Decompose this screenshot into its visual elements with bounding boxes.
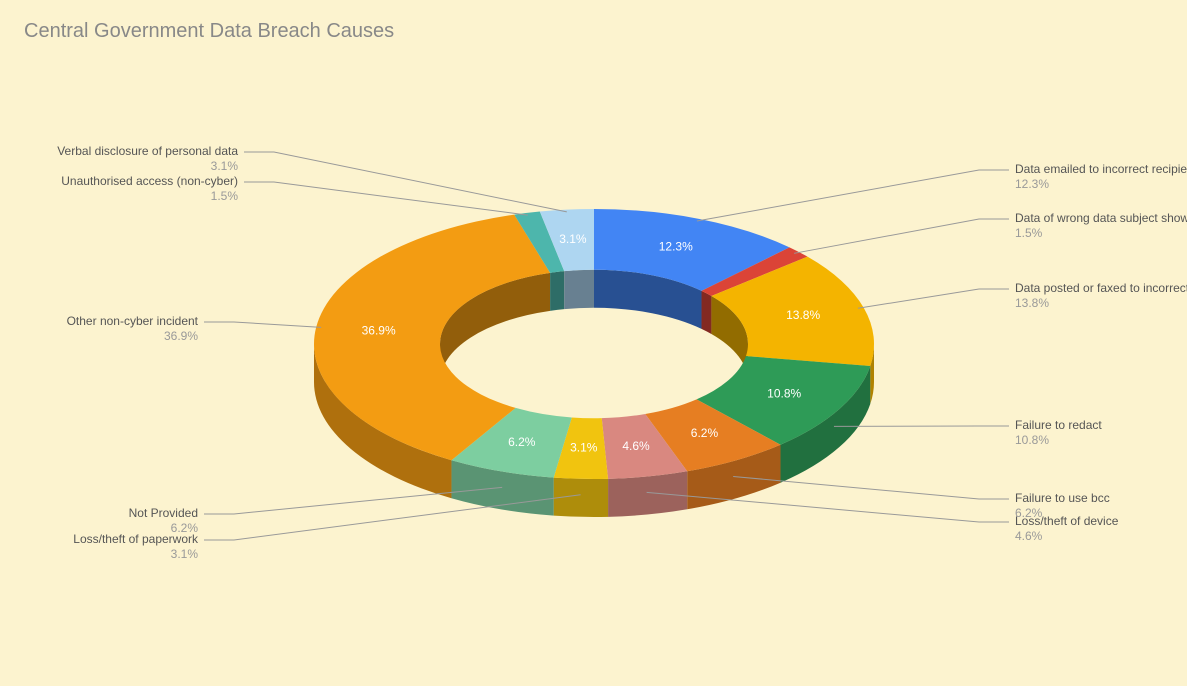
label-name: Unauthorised access (non-cyber) [61, 174, 238, 189]
slice-pct-label: 6.2% [690, 426, 718, 440]
label-pct: 3.1% [57, 159, 238, 174]
label-name: Verbal disclosure of personal data [57, 144, 238, 159]
external-label: Data emailed to incorrect recipient12.3% [1015, 162, 1187, 192]
label-name: Data of wrong data subject shown in clie… [1015, 211, 1187, 226]
slice-pct-label: 4.6% [622, 438, 650, 452]
slice-pct-label: 6.2% [508, 434, 536, 448]
external-label: Data posted or faxed to incorrect recipi… [1015, 281, 1187, 311]
label-name: Failure to redact [1015, 418, 1102, 433]
slice-pct-label: 12.3% [658, 239, 692, 253]
external-label: Other non-cyber incident36.9% [67, 314, 198, 344]
label-name: Other non-cyber incident [67, 314, 198, 329]
donut-chart: 12.3% 13.8% 10.8% 6.2% 4.6% 3.1% 6.2% 36.9% 3.1% [144, 84, 1044, 644]
slice-pct-label: 36.9% [361, 323, 395, 337]
slice-pct-label: 3.1% [559, 232, 587, 246]
external-label: Loss/theft of paperwork3.1% [73, 532, 198, 562]
slice-pct-label: 10.8% [767, 386, 801, 400]
label-pct: 6.2% [129, 521, 198, 536]
slice-pct-label: 3.1% [570, 440, 598, 454]
label-pct: 4.6% [1015, 529, 1118, 544]
label-name: Data posted or faxed to incorrect recipi… [1015, 281, 1187, 296]
external-label: Unauthorised access (non-cyber)1.5% [61, 174, 238, 204]
label-pct: 10.8% [1015, 433, 1102, 448]
external-label: Not Provided6.2% [129, 506, 198, 536]
donut-inner-side [564, 269, 594, 308]
label-pct: 1.5% [61, 189, 238, 204]
donut-inner-side [550, 271, 564, 311]
external-label: Verbal disclosure of personal data3.1% [57, 144, 238, 174]
donut-side [553, 477, 607, 516]
label-pct: 3.1% [73, 547, 198, 562]
slice-pct-label: 13.8% [786, 308, 820, 322]
label-name: Failure to use bcc [1015, 491, 1110, 506]
label-pct: 12.3% [1015, 177, 1187, 192]
label-pct: 36.9% [67, 329, 198, 344]
label-pct: 1.5% [1015, 226, 1187, 241]
donut-inner-side [701, 290, 711, 333]
external-label: Loss/theft of device4.6% [1015, 514, 1118, 544]
label-name: Loss/theft of device [1015, 514, 1118, 529]
label-pct: 13.8% [1015, 296, 1187, 311]
chart-title: Central Government Data Breach Causes [24, 20, 394, 43]
label-name: Not Provided [129, 506, 198, 521]
label-name: Data emailed to incorrect recipient [1015, 162, 1187, 177]
external-label: Failure to redact10.8% [1015, 418, 1102, 448]
external-label: Data of wrong data subject shown in clie… [1015, 211, 1187, 241]
